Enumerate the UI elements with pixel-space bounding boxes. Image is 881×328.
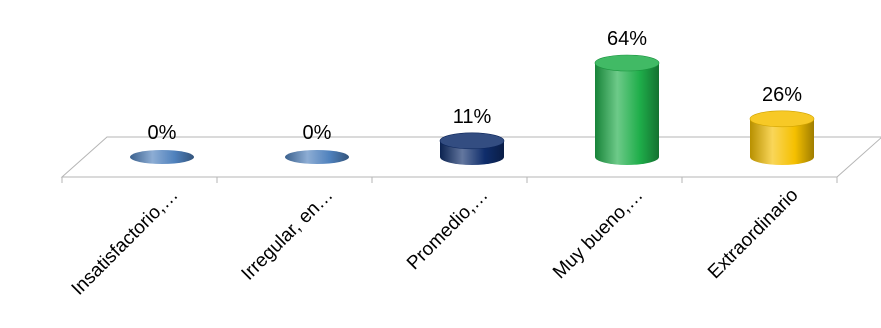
bar — [594, 54, 660, 165]
x-tick-label: Muy bueno,… — [549, 185, 647, 283]
bar — [285, 150, 349, 164]
bar-top — [439, 132, 505, 150]
x-axis-tick-labels: Insatisfactorio,… Irregular, en… Promedio,… — [68, 185, 803, 300]
x-axis-ticks — [61, 177, 838, 183]
x-tick-label: Insatisfactorio,… — [68, 185, 183, 300]
bar-body — [595, 63, 659, 165]
data-label: 0% — [303, 122, 332, 144]
bar-top — [285, 150, 349, 164]
x-tick-label: Irregular, en… — [238, 185, 338, 285]
bar-body — [750, 118, 814, 165]
data-label: 0% — [148, 122, 177, 144]
bar — [749, 110, 815, 165]
data-label: 11% — [453, 106, 492, 128]
data-labels: 0% 0% 11% 64% 26% — [148, 28, 803, 144]
bar — [130, 150, 194, 164]
bars — [130, 54, 815, 165]
x-tick-label: Extraordinario — [704, 185, 802, 283]
x-tick-label: Promedio,… — [403, 185, 493, 275]
bar — [439, 132, 505, 165]
data-label: 64% — [607, 28, 647, 50]
bar-top — [130, 150, 194, 164]
data-label: 26% — [762, 84, 802, 106]
bar-top — [749, 110, 815, 128]
bar-top — [594, 54, 660, 72]
